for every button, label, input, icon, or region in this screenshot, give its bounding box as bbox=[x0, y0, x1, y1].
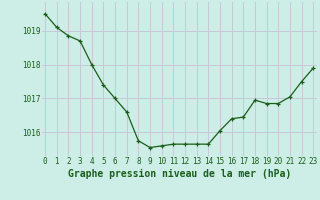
X-axis label: Graphe pression niveau de la mer (hPa): Graphe pression niveau de la mer (hPa) bbox=[68, 169, 291, 179]
